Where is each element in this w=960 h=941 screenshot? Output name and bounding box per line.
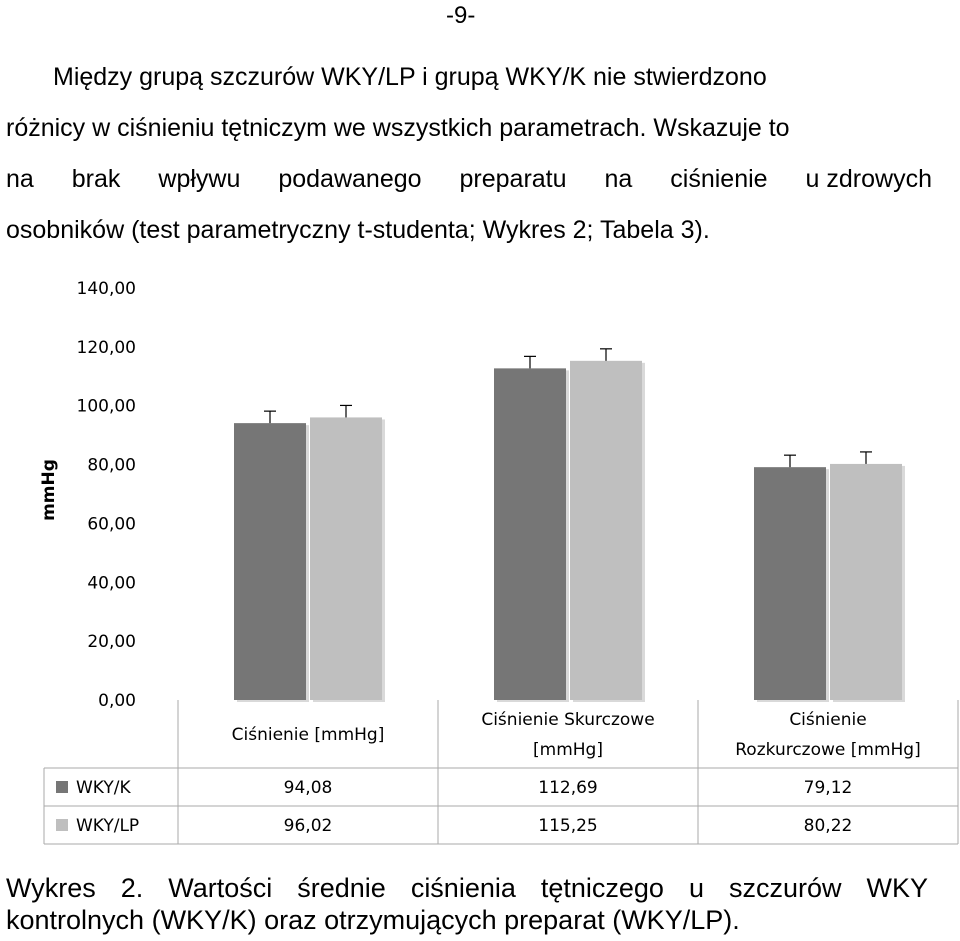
bar [310,417,382,700]
category-label: Ciśnienie [789,710,866,730]
body-paragraph: Między grupą szczurów WKY/LP i grupą WKY… [6,52,946,256]
y-tick-label: 120,00 [77,338,136,358]
page-number: -9- [446,2,476,29]
figure-caption: Wykres 2. Wartości średnie ciśnienia tęt… [6,872,928,936]
bar-chart: 0,00 20,00 40,00 60,00 80,00 100,00 120,00 140,… [39,279,959,845]
legend-label: WKY/K [76,778,131,798]
word: Wykres [6,873,96,903]
caption-line: kontrolnych (WKY/K) oraz otrzymujących p… [6,905,740,935]
data-table: Ciśnienie [mmHg] Ciśnienie Skurczowe [mmHg… [43,700,959,845]
word: szczurów [728,873,842,903]
data-value-label: 79,12 [804,778,853,798]
bars-group [234,360,905,702]
paragraph-line-justified: na brak wpływu podawanego preparatu na c… [6,154,932,205]
bar [754,467,826,700]
legend-swatch [56,819,68,831]
word: ciśnienia [410,873,516,903]
data-value-label: 80,22 [804,816,853,836]
bar [830,463,902,700]
legend-label: WKY/LP [76,816,139,836]
word: ciśnienie [670,165,768,193]
y-tick-label: 100,00 [77,397,136,417]
word: 2. [120,873,144,903]
category-label: Ciśnienie [mmHg] [232,725,385,745]
paragraph-line: Między grupą szczurów WKY/LP i grupą WKY… [53,63,767,91]
legend-swatch [56,781,68,793]
word: u [688,873,704,903]
data-value-label: 112,69 [538,778,597,798]
category-label: [mmHg] [533,740,603,760]
y-tick-label: 40,00 [87,573,136,593]
word: na [6,165,34,193]
y-tick-label: 20,00 [87,632,136,652]
y-tick-label: 80,00 [87,456,136,476]
error-bars-group [264,348,872,468]
y-axis-ticks: 0,00 20,00 40,00 60,00 80,00 100,00 120,00 140,… [77,279,136,711]
word: średnie [297,873,386,903]
data-value-label: 115,25 [538,816,597,836]
word: podawanego [278,165,422,193]
word: wpływu [158,165,241,193]
word: WKY [866,873,928,903]
y-tick-label: 140,00 [77,279,136,299]
paragraph-line: osobników (test parametryczny t-studenta… [6,216,710,244]
word: tętniczego [540,873,664,903]
category-label: Rozkurczowe [mmHg] [735,740,920,760]
bar [570,360,642,700]
paragraph-line: różnicy w ciśnieniu tętniczym we wszystk… [6,114,790,142]
y-axis-label: mmHg [39,459,59,521]
category-label: Ciśnienie Skurczowe [481,710,654,730]
word: Wartości [168,873,273,903]
bar [234,423,306,700]
word: na [604,165,633,193]
y-tick-label: 60,00 [87,514,136,534]
y-tick-label: 0,00 [98,691,136,711]
caption-line-justified: Wykres 2. Wartości średnie ciśnienia tęt… [6,872,928,904]
data-value-label: 96,02 [284,816,333,836]
word: preparatu [459,165,567,193]
word: brak [71,165,121,193]
word: u zdrowych [805,165,932,193]
bar [494,368,566,700]
data-value-label: 94,08 [284,778,333,798]
